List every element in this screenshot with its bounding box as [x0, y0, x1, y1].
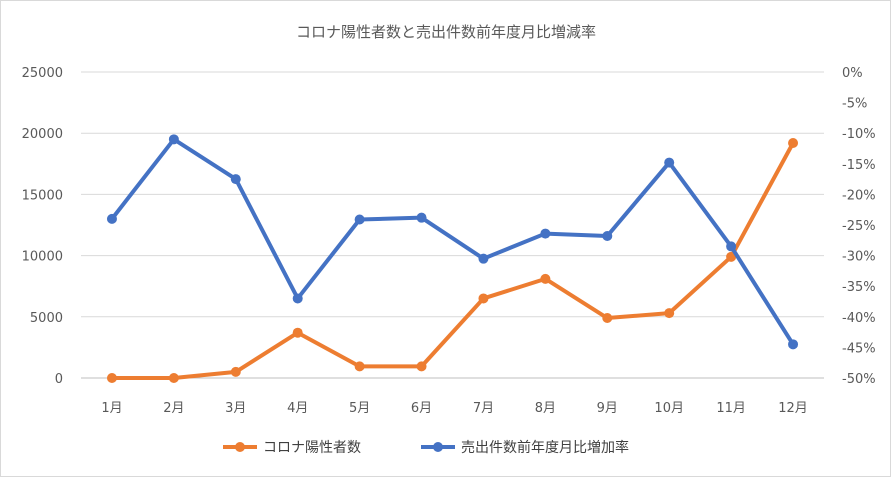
x-tick-label: 10月: [654, 401, 684, 416]
series-0-point: [540, 273, 551, 284]
series-1-point: [602, 231, 613, 242]
x-tick-label: 3月: [225, 401, 246, 416]
left-axis-ticks: 0 5000 10000 15000 20000 25000: [22, 66, 63, 387]
right-tick-label: 0%: [842, 66, 863, 81]
series-0-point: [354, 361, 365, 372]
right-tick-label: -30%: [842, 250, 876, 265]
x-tick-label: 12月: [778, 401, 808, 416]
series-layer: [106, 134, 799, 383]
series-1-point: [726, 241, 737, 252]
series-1-point: [168, 134, 179, 145]
series-1-point: [664, 157, 675, 168]
chart-title: コロナ陽性者数と売出件数前年度月比増減率: [296, 23, 596, 41]
x-tick-label: 4月: [287, 401, 308, 416]
x-tick-label: 1月: [101, 401, 122, 416]
right-tick-label: -20%: [842, 188, 876, 203]
legend-label-1: 売出件数前年度月比増加率: [461, 439, 629, 456]
right-tick-label: -40%: [842, 311, 876, 326]
series-0-point: [664, 308, 675, 319]
series-1-point: [416, 212, 427, 223]
series-1-point: [788, 339, 799, 350]
left-tick-label: 10000: [22, 250, 63, 265]
series-0-point: [788, 137, 799, 148]
right-tick-label: -15%: [842, 158, 876, 173]
x-tick-label: 11月: [716, 401, 746, 416]
series-1-point: [106, 213, 117, 224]
right-tick-label: -10%: [842, 127, 876, 142]
right-tick-label: -25%: [842, 219, 876, 234]
series-1-point: [478, 253, 489, 264]
x-axis-ticks: 1月 2月 3月 4月 5月 6月 7月 8月 9月 10月 11月 12月: [101, 401, 807, 416]
series-1-point: [354, 214, 365, 225]
series-0-point: [478, 293, 489, 304]
series-0-point: [292, 327, 303, 338]
x-tick-label: 5月: [349, 401, 370, 416]
legend-swatch-marker-1: [433, 442, 443, 452]
series-0-point: [602, 313, 613, 324]
x-tick-label: 6月: [411, 401, 432, 416]
series-line-1: [109, 137, 796, 347]
x-tick-label: 9月: [597, 401, 618, 416]
x-tick-label: 7月: [473, 401, 494, 416]
series-1-point: [230, 174, 241, 185]
right-tick-label: -35%: [842, 280, 876, 295]
right-tick-label: -45%: [842, 341, 876, 356]
left-tick-label: 5000: [30, 311, 63, 326]
legend-swatch-marker-0: [235, 442, 245, 452]
legend: コロナ陽性者数 売出件数前年度月比増加率: [223, 439, 629, 456]
right-tick-label: -50%: [842, 372, 876, 387]
series-line-0: [109, 140, 796, 380]
series-0-point: [416, 361, 427, 372]
left-tick-label: 20000: [22, 127, 63, 142]
gridlines: [81, 71, 824, 379]
series-1-point: [292, 293, 303, 304]
series-0-point: [106, 373, 117, 383]
right-axis-ticks: 0% -5% -10% -15% -20% -25% -30% -35% -40% -45% -50…: [842, 66, 876, 387]
left-tick-label: 25000: [22, 66, 63, 81]
right-tick-label: -5%: [842, 97, 867, 112]
x-tick-label: 2月: [163, 401, 184, 416]
x-tick-label: 8月: [535, 401, 556, 416]
left-tick-label: 0: [55, 372, 63, 387]
series-0-point: [726, 251, 737, 262]
series-0-point: [230, 366, 241, 377]
series-0-point: [168, 373, 179, 383]
left-tick-label: 15000: [22, 188, 63, 203]
series-1-point: [540, 228, 551, 239]
legend-label-0: コロナ陽性者数: [263, 440, 361, 456]
